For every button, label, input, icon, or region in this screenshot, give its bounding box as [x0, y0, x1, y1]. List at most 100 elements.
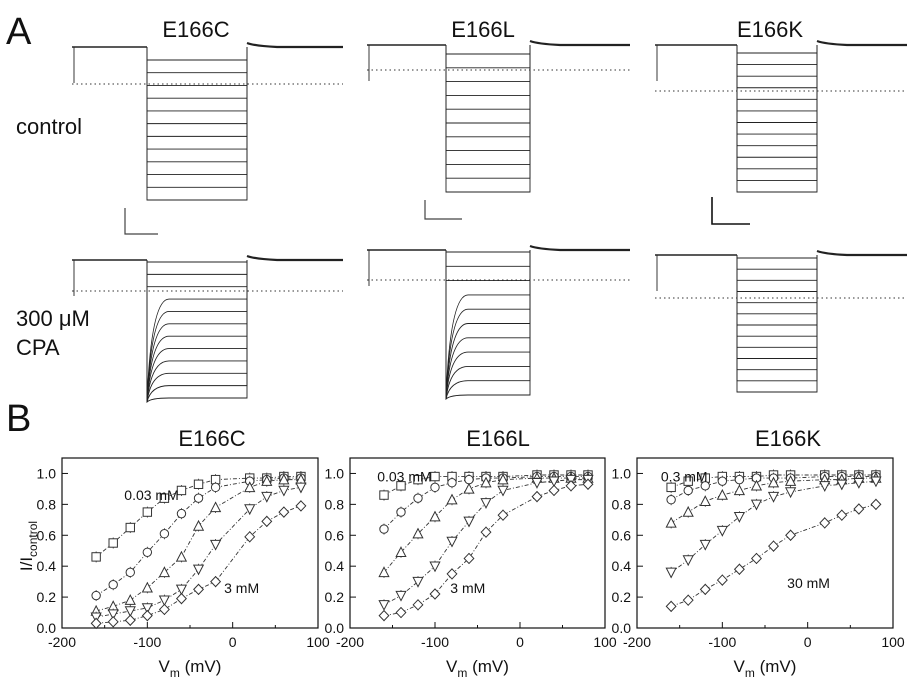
step-trace: [736, 255, 818, 281]
triangle-down-marker: [682, 555, 694, 567]
triangle-down-marker: [429, 561, 441, 573]
x-axis-label-subscript: m: [170, 666, 180, 680]
diamond-marker: [497, 509, 509, 521]
diamond-marker: [175, 592, 187, 605]
x-tick-label: 100: [881, 634, 905, 650]
step-trace: [146, 47, 248, 61]
annotation: 3 mM: [450, 580, 485, 596]
y-tick-label: 0.6: [37, 527, 57, 543]
y-tick-label: 0.0: [37, 620, 57, 636]
circle-marker: [413, 493, 423, 503]
step-trace: [146, 260, 248, 403]
triangle-up-marker: [378, 566, 390, 578]
triangle-down-marker: [699, 539, 711, 551]
step-trace: [736, 255, 818, 270]
step-trace: [146, 260, 248, 403]
scale-bar-e166l: [424, 200, 462, 220]
circle-marker: [142, 547, 153, 557]
diamond-marker: [548, 484, 560, 497]
triangle-down-marker: [497, 485, 509, 497]
column-title-e166k: E166K: [737, 17, 803, 42]
diamond-marker: [210, 575, 222, 588]
square-marker: [396, 481, 406, 491]
diamond-marker: [665, 600, 677, 613]
y-tick-label: 0.4: [325, 558, 345, 574]
trace-set-5: [367, 244, 630, 401]
diamond-marker: [733, 563, 745, 575]
chart-title: E166K: [755, 426, 821, 451]
step-trace: [736, 255, 818, 393]
step-trace: [736, 45, 818, 181]
triangle-up-marker: [412, 527, 424, 539]
step-trace: [445, 250, 531, 400]
step-trace: [445, 250, 531, 400]
column-title-e166c: E166C: [162, 17, 229, 42]
diamond-marker: [682, 594, 694, 606]
x-axis-label-base: V: [159, 657, 171, 676]
circle-marker: [717, 476, 728, 486]
step-trace: [736, 255, 818, 359]
row-label-control: control: [16, 114, 82, 139]
triangle-down-marker: [750, 499, 763, 511]
triangle-down-marker: [107, 609, 119, 621]
step-trace: [736, 45, 818, 170]
triangle-down-marker: [175, 584, 188, 596]
diamond-marker: [785, 529, 797, 541]
diamond-marker: [378, 609, 390, 622]
circle-marker: [734, 474, 745, 485]
step-trace: [445, 45, 531, 96]
step-trace: [736, 45, 818, 89]
step-trace: [445, 45, 531, 110]
triangle-up-marker: [429, 510, 441, 522]
step-trace: [736, 255, 818, 326]
y-tick-label: 0.4: [37, 558, 57, 574]
x-axis-label-subscript: m: [457, 666, 467, 680]
triangle-up-marker: [733, 484, 746, 496]
diamond-marker: [193, 583, 205, 596]
x-axis-label: Vm (mV): [159, 657, 222, 680]
circle-marker: [430, 482, 440, 493]
circle-marker: [176, 508, 187, 519]
x-tick-label: -100: [133, 634, 161, 650]
triangle-up-marker: [497, 473, 509, 485]
tail-current: [529, 39, 630, 47]
square-marker: [413, 474, 423, 485]
tail-current: [816, 39, 907, 47]
step-trace: [445, 250, 531, 282]
step-trace: [146, 47, 248, 188]
y-tick-label: 0.6: [612, 527, 632, 543]
chart-e166l: E166L -200 -100 0 100 0.0 0.2 0.4 0.6 0.8 1.0 Vm (…: [325, 426, 617, 680]
step-trace: [146, 47, 248, 201]
annotation: 3 mM: [224, 580, 259, 596]
triangle-up-marker: [244, 481, 256, 493]
x-axis-label-unit: (mV): [180, 657, 222, 676]
step-trace: [146, 260, 248, 403]
diamond-marker: [429, 588, 441, 600]
step-trace: [445, 250, 531, 400]
diamond-marker: [582, 478, 594, 490]
step-trace: [736, 255, 818, 259]
square-marker: [108, 538, 118, 548]
tail-current: [529, 244, 630, 252]
circle-marker: [91, 590, 101, 601]
triangle-up-marker: [141, 581, 153, 593]
y-tick-label: 0.8: [325, 496, 345, 512]
y-tick-label: 0.4: [612, 558, 632, 574]
step-trace: [736, 255, 818, 371]
circle-marker: [700, 481, 710, 491]
triangle-down-marker: [819, 481, 831, 492]
triangle-down-marker: [716, 525, 728, 537]
circle-marker: [447, 478, 457, 488]
step-trace: [445, 45, 531, 179]
triangle-down-marker: [784, 487, 797, 499]
chart-e166k: E166K -200 -100 0 100 0.0 0.2 0.4 0.6 0.8 1.0 Vm (…: [612, 426, 905, 680]
circle-marker: [125, 567, 135, 578]
diamond-marker: [446, 568, 458, 580]
square-marker: [125, 522, 135, 533]
diamond-marker: [870, 498, 882, 511]
circle-marker: [396, 507, 406, 517]
diamond-marker: [158, 603, 170, 616]
circle-marker: [159, 529, 170, 539]
step-trace: [445, 250, 531, 253]
step-trace: [736, 45, 818, 135]
